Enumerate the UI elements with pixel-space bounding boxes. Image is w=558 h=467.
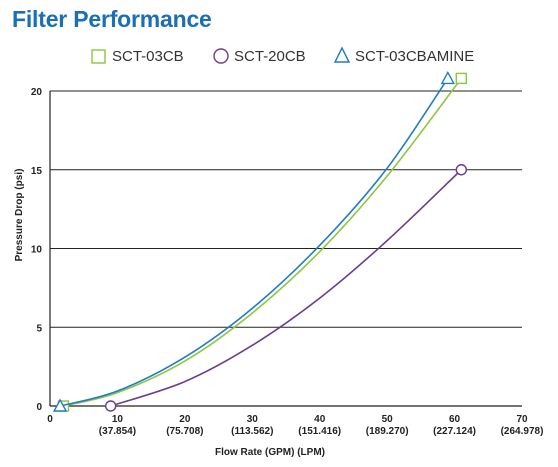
x-tick-label-60: 60 bbox=[449, 414, 461, 425]
y-tick-label-15: 15 bbox=[31, 166, 43, 177]
x-tick-label-30: 30 bbox=[247, 414, 259, 425]
x-tick-sublabel-20: (75.708) bbox=[166, 426, 203, 437]
x-tick-sublabel-70: (264.978) bbox=[501, 426, 544, 437]
x-tick-label-50: 50 bbox=[382, 414, 394, 425]
x-tick-sublabel-60: (227.124) bbox=[433, 426, 476, 437]
x-tick-label-40: 40 bbox=[314, 414, 326, 425]
y-tick-label-10: 10 bbox=[31, 245, 43, 256]
y-axis-title: Pressure Drop (psi) bbox=[14, 169, 25, 262]
series-1-point-5 bbox=[455, 164, 468, 176]
legend-marker-2 bbox=[333, 46, 351, 63]
series-line-1 bbox=[110, 169, 462, 407]
chart-title: Filter Performance bbox=[12, 6, 212, 32]
x-tick-label-0: 0 bbox=[47, 414, 53, 425]
x-tick-label-20: 20 bbox=[179, 414, 191, 425]
legend-marker-1 bbox=[213, 48, 229, 64]
legend-marker-0 bbox=[91, 49, 106, 64]
legend-label-2: SCT-03CBAMINE bbox=[355, 48, 474, 65]
series-layer bbox=[52, 70, 468, 412]
x-tick-sublabel-30: (113.562) bbox=[231, 426, 273, 437]
series-1-point-0 bbox=[104, 400, 117, 412]
x-tick-label-10: 10 bbox=[112, 414, 124, 425]
series-line-0 bbox=[63, 77, 462, 407]
y-tick-label-20: 20 bbox=[31, 87, 43, 98]
series-2-point-6 bbox=[440, 70, 456, 85]
legend: SCT-03CB SCT-20CB SCT-03CBAMINE bbox=[91, 46, 474, 65]
series-2-point-0 bbox=[52, 398, 68, 412]
gridlines bbox=[50, 90, 522, 328]
y-tick-label-5: 5 bbox=[36, 323, 42, 334]
legend-label-1: SCT-20CB bbox=[234, 48, 306, 65]
y-tick-label-0: 0 bbox=[36, 402, 42, 413]
x-axis-title: Flow Rate (GPM) (LPM) bbox=[215, 447, 325, 458]
x-tick-sublabel-50: (189.270) bbox=[366, 426, 409, 437]
legend-label-0: SCT-03CB bbox=[112, 48, 184, 65]
x-tick-sublabel-10: (37.854) bbox=[99, 426, 136, 437]
x-tick-label-70: 70 bbox=[516, 414, 528, 425]
axes bbox=[49, 91, 522, 407]
series-line-2 bbox=[59, 77, 449, 407]
x-tick-sublabel-40: (151.416) bbox=[298, 426, 341, 437]
series-0-point-6 bbox=[455, 72, 468, 85]
